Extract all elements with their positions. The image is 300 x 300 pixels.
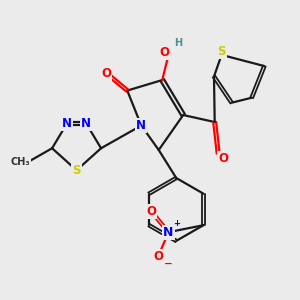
Text: N: N [62,117,72,130]
Text: S: S [72,164,81,177]
Text: O: O [146,205,156,218]
Text: S: S [217,45,226,58]
Text: +: + [173,219,180,228]
Text: N: N [163,226,174,239]
Text: O: O [218,152,228,165]
Text: O: O [153,250,163,263]
Text: N: N [136,119,146,132]
Text: O: O [101,67,111,80]
Text: O: O [159,46,169,59]
Text: N: N [81,117,92,130]
Text: H: H [174,38,182,48]
Text: −: − [164,259,172,269]
Text: CH₃: CH₃ [11,157,30,167]
